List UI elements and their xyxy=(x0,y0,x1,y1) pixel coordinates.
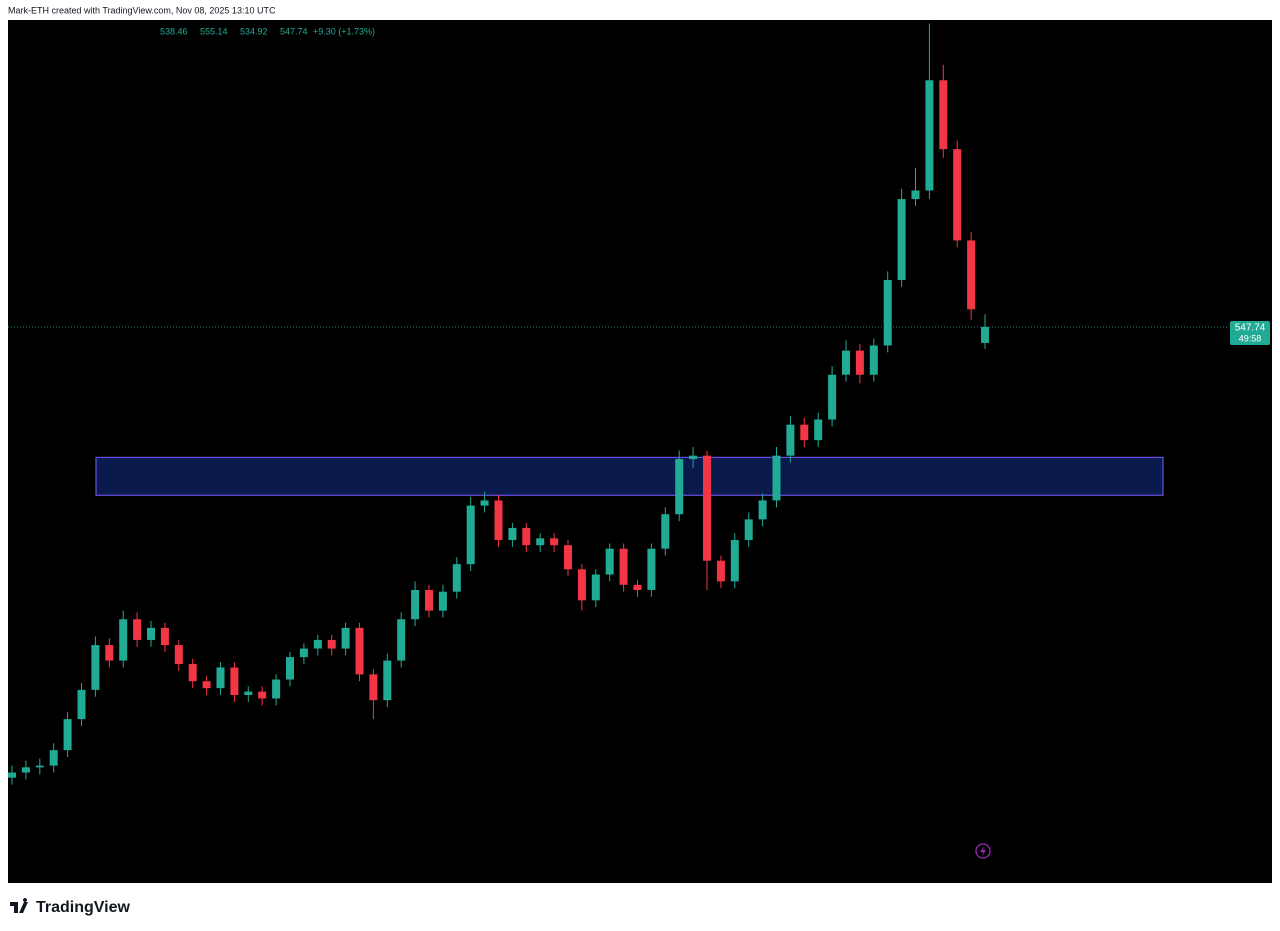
candle-body xyxy=(508,527,517,541)
candle-body xyxy=(800,424,809,441)
candle-body xyxy=(730,540,739,582)
candle-body xyxy=(703,455,711,561)
candle-body xyxy=(911,190,920,200)
candle-body xyxy=(633,584,642,590)
candle-body xyxy=(522,527,531,546)
candle-body xyxy=(244,691,253,696)
candle-body xyxy=(981,326,989,343)
candle-body xyxy=(369,674,378,701)
ohlc-value: 547.74 xyxy=(280,26,308,36)
candle-body xyxy=(939,80,948,150)
candle-body xyxy=(383,660,392,701)
candle-body xyxy=(438,591,447,611)
candle-body xyxy=(91,645,100,690)
candle-body xyxy=(313,639,322,649)
candle-body xyxy=(49,750,58,766)
candle-body xyxy=(550,538,559,546)
ohlc-legend: 538.46 555.14 534.92 547.74 +9.30 (+1.73%) xyxy=(160,26,375,36)
candle-body xyxy=(744,519,753,541)
alert-icon[interactable] xyxy=(975,843,991,859)
candle-body xyxy=(869,345,878,375)
candle-body xyxy=(772,455,781,501)
candle-body xyxy=(786,424,795,456)
candle-body xyxy=(564,545,572,570)
candle-body xyxy=(258,691,267,699)
price-zone xyxy=(95,456,1164,496)
candle-body xyxy=(828,374,837,420)
candle-body xyxy=(605,548,614,575)
countdown-label: 49:58 xyxy=(1239,333,1262,343)
candle-body xyxy=(591,574,600,601)
candle-body xyxy=(147,627,155,640)
candle-body xyxy=(855,350,864,375)
candle-body xyxy=(230,667,239,696)
last-price-label: 547.74 xyxy=(1235,323,1266,334)
candle-body xyxy=(967,240,976,310)
candle-body xyxy=(355,627,364,675)
candle-body xyxy=(299,648,308,658)
candle-body xyxy=(202,681,211,689)
logo-mark xyxy=(10,898,28,913)
candle-body xyxy=(494,500,503,541)
candle-body xyxy=(647,548,656,590)
ohlc-value: 534.92 xyxy=(240,26,268,36)
ohlc-value: 538.46 xyxy=(160,26,188,36)
last-price-badge xyxy=(1230,320,1270,345)
brand-logo: TradingView xyxy=(10,898,131,916)
candle-body xyxy=(953,149,962,241)
candle-body xyxy=(174,645,183,665)
candle-body xyxy=(689,455,698,460)
candle-body xyxy=(105,645,114,661)
candle-body xyxy=(883,280,892,346)
candle-body xyxy=(480,500,489,506)
chart-pane xyxy=(8,20,1272,883)
candle-body xyxy=(842,350,850,375)
candle-body xyxy=(397,619,406,661)
candle-body xyxy=(133,619,142,640)
candle-body xyxy=(619,548,628,585)
candle-body xyxy=(160,627,169,646)
candle-body xyxy=(63,719,72,751)
candle-body xyxy=(716,560,725,582)
credit-line: Mark-ETH created with TradingView.com, N… xyxy=(8,5,276,15)
candle-body xyxy=(536,538,545,546)
candle-body xyxy=(77,689,86,720)
candle-body xyxy=(925,80,934,191)
candle-body xyxy=(425,589,433,611)
ohlc-value: +9.30 (+1.73%) xyxy=(313,26,375,36)
candle-body xyxy=(897,199,906,281)
candle-body xyxy=(216,667,225,689)
candle-body xyxy=(21,767,30,773)
candle-body xyxy=(466,505,475,565)
candle-body xyxy=(327,639,336,649)
candle-body xyxy=(35,765,44,768)
candle-body xyxy=(758,500,767,520)
candle-body xyxy=(577,569,586,601)
candle-body xyxy=(119,619,128,661)
candle-body xyxy=(188,664,197,682)
candle-body xyxy=(411,589,420,620)
candle-body xyxy=(286,657,294,680)
alert-icon-bolt xyxy=(980,846,986,856)
ohlc-value: 555.14 xyxy=(200,26,228,36)
candle-body xyxy=(452,564,461,592)
candle-body xyxy=(661,514,670,549)
candle-body xyxy=(341,627,350,649)
brand-name: TradingView xyxy=(36,899,131,916)
candle-body xyxy=(8,772,16,778)
candle-body xyxy=(814,419,823,441)
candle-body xyxy=(675,459,684,515)
candle-body xyxy=(272,679,281,699)
